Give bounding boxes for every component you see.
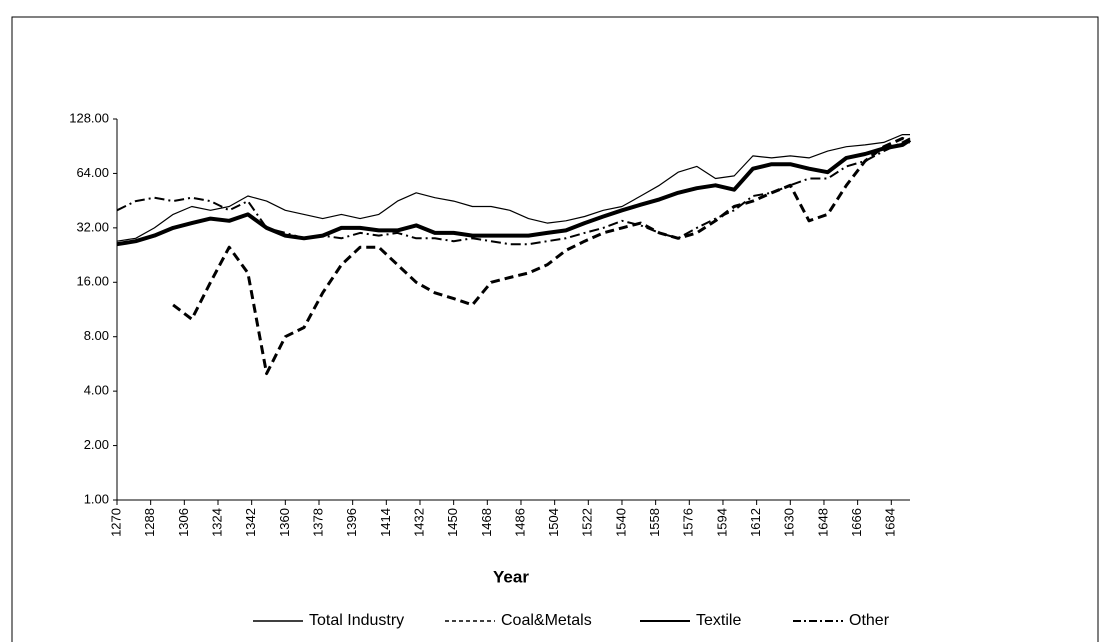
x-tick-label: 1504 bbox=[546, 508, 561, 537]
x-tick-label: 1378 bbox=[310, 508, 325, 537]
x-tick-label: 1540 bbox=[613, 508, 628, 537]
y-tick-label: 32.00 bbox=[76, 219, 109, 234]
y-tick-label: 2.00 bbox=[84, 437, 109, 452]
x-tick-label: 1414 bbox=[378, 508, 393, 537]
x-tick-label: 1558 bbox=[647, 508, 662, 537]
x-tick-label: 1486 bbox=[512, 508, 527, 537]
series-line bbox=[116, 138, 912, 247]
legend-label: Other bbox=[849, 612, 890, 629]
x-tick-label: 1612 bbox=[748, 508, 763, 537]
y-tick-label: 16.00 bbox=[76, 274, 109, 289]
y-tick-label: 128.00 bbox=[69, 110, 109, 125]
chart-frame bbox=[11, 16, 1099, 642]
x-tick-label: 1630 bbox=[782, 508, 797, 537]
x-tick-label: 1450 bbox=[445, 508, 460, 537]
y-tick-label: 64.00 bbox=[76, 165, 109, 180]
x-tick-label: 1270 bbox=[108, 508, 123, 537]
legend-label: Textile bbox=[696, 612, 741, 629]
legend-label: Coal&Metals bbox=[501, 612, 592, 629]
y-tick-label: 8.00 bbox=[84, 328, 109, 343]
x-tick-label: 1684 bbox=[883, 508, 898, 537]
x-tick-label: 1468 bbox=[479, 508, 494, 537]
x-tick-label: 1342 bbox=[243, 508, 258, 537]
x-tick-label: 1306 bbox=[176, 508, 191, 537]
x-tick-label: 1432 bbox=[411, 508, 426, 537]
x-axis-label: Year bbox=[493, 567, 529, 586]
series-line bbox=[172, 136, 911, 376]
y-tick-label: 4.00 bbox=[84, 383, 109, 398]
x-tick-label: 1288 bbox=[142, 508, 157, 537]
x-tick-label: 1648 bbox=[815, 508, 830, 537]
legend-label: Total Industry bbox=[309, 612, 404, 629]
x-tick-label: 1396 bbox=[344, 508, 359, 537]
x-tick-label: 1666 bbox=[849, 508, 864, 537]
x-tick-label: 1360 bbox=[277, 508, 292, 537]
x-tick-label: 1576 bbox=[681, 508, 696, 537]
x-tick-label: 1522 bbox=[580, 508, 595, 537]
x-tick-label: 1594 bbox=[714, 508, 729, 537]
series-line bbox=[116, 134, 910, 242]
x-tick-label: 1324 bbox=[209, 508, 224, 537]
series-line bbox=[116, 137, 911, 246]
y-tick-label: 1.00 bbox=[84, 491, 109, 506]
